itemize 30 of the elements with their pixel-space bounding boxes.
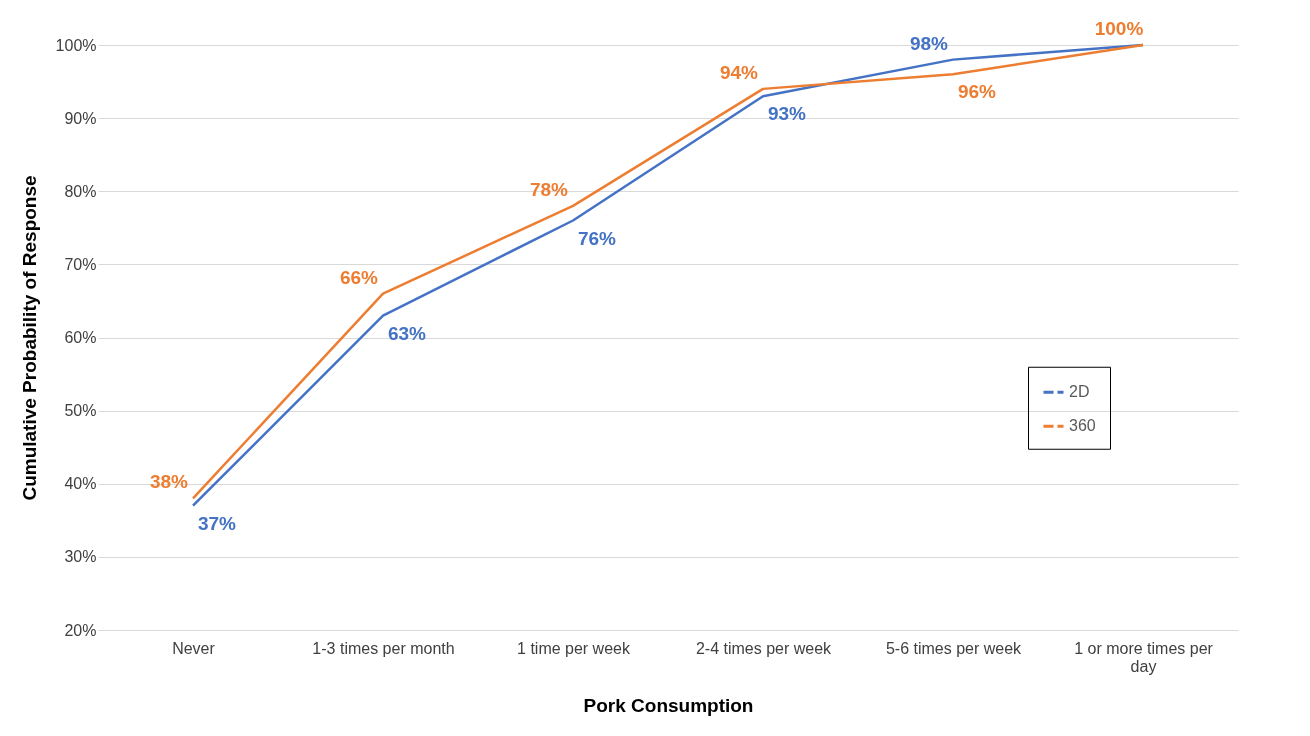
x-axis-title: Pork Consumption [583, 694, 754, 716]
legend-label: 360 [1069, 417, 1096, 435]
y-axis-title: Cumulative Probability of Response [18, 175, 40, 501]
y-tick-label: 60% [64, 329, 97, 346]
data-label: 37% [197, 512, 237, 534]
data-label: 63% [387, 322, 427, 344]
data-label: 100% [1094, 18, 1144, 39]
data-label: 38% [149, 471, 189, 493]
y-tick-label: 80% [64, 182, 97, 200]
data-label: 76% [577, 227, 617, 249]
data-label: 78% [529, 178, 569, 200]
y-tick-label: 40% [64, 475, 97, 493]
y-tick-label: 90% [64, 109, 97, 127]
x-tick-label: 1-3 times per month [312, 639, 455, 657]
y-tick-label: 70% [64, 255, 97, 273]
y-tick-label: 20% [64, 621, 97, 639]
data-label: 93% [767, 103, 807, 125]
y-tick-label: 30% [64, 548, 97, 566]
data-label: 98% [909, 32, 949, 54]
x-tick-label: 2-4 times per week [695, 639, 833, 657]
data-label: 66% [339, 266, 379, 288]
x-tick-label: Never [172, 639, 216, 657]
data-label: 94% [719, 61, 759, 83]
y-tick-label: 100% [55, 36, 97, 54]
x-tick-label: 1 time per week [517, 639, 631, 657]
x-tick-label: 5-6 times per week [885, 639, 1023, 657]
x-tick-label: 1 or more times per day [1074, 639, 1214, 675]
legend-label: 2D [1069, 383, 1090, 401]
data-label: 96% [957, 81, 997, 103]
y-tick-label: 50% [64, 402, 97, 420]
